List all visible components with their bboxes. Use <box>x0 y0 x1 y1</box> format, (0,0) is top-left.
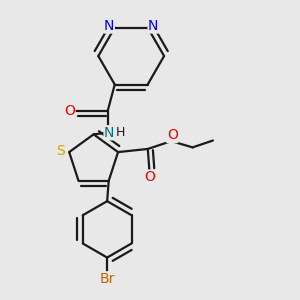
Text: H: H <box>116 126 125 139</box>
Text: O: O <box>64 104 75 118</box>
Text: O: O <box>167 128 178 142</box>
Text: S: S <box>56 143 65 158</box>
Text: N: N <box>104 19 114 33</box>
Text: Br: Br <box>100 272 115 286</box>
Text: N: N <box>148 19 158 33</box>
Text: N: N <box>104 126 115 140</box>
Text: O: O <box>144 170 155 184</box>
